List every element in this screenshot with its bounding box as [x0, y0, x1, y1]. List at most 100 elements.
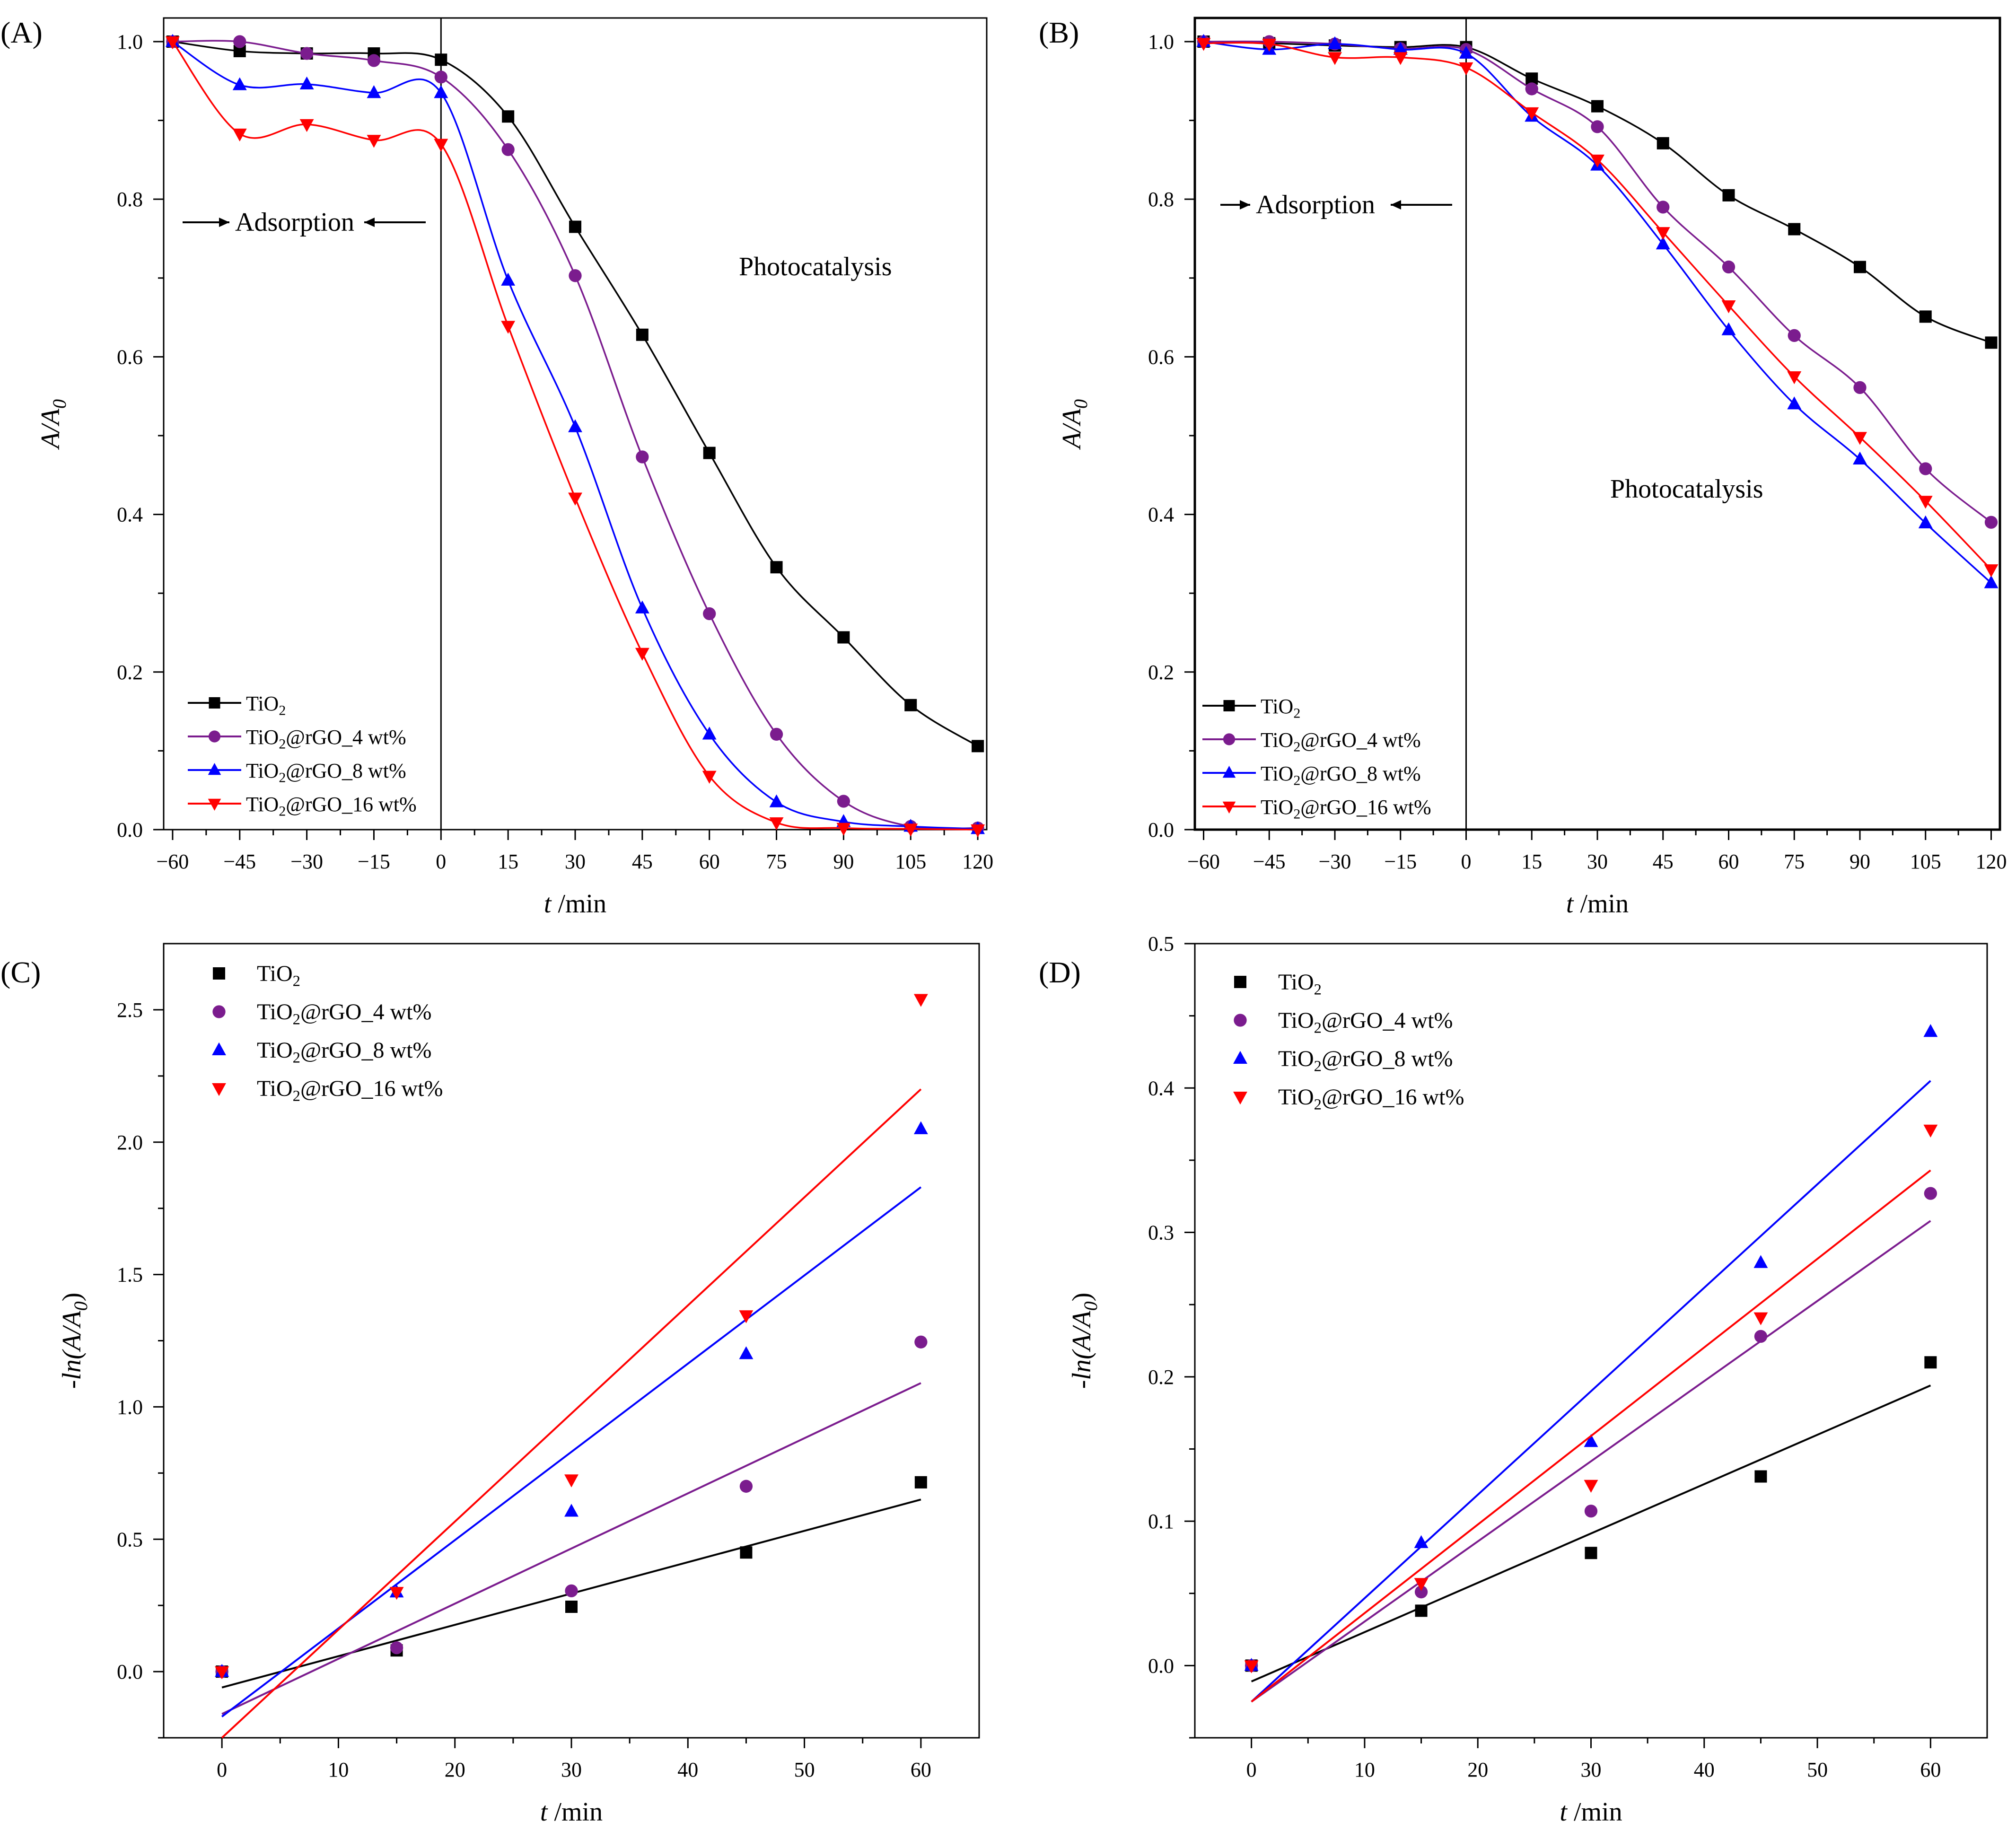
y-tick-label: 0.2 — [1148, 1366, 1174, 1389]
data-point — [1262, 38, 1277, 52]
plot-frame — [1193, 17, 2001, 831]
series-8wt — [1244, 1024, 1938, 1703]
data-point — [770, 561, 783, 574]
x-tick-label: 0 — [1246, 1758, 1257, 1781]
data-point — [569, 220, 581, 233]
data-point — [1591, 100, 1604, 113]
adsorption-arrowhead-left — [1240, 200, 1250, 210]
x-tick-label: 0 — [217, 1758, 227, 1781]
legend-marker — [1234, 976, 1246, 988]
y-tick-label: 0.0 — [117, 818, 143, 841]
data-point — [739, 1346, 754, 1359]
legend-marker — [1222, 801, 1236, 814]
data-point — [232, 77, 247, 90]
x-tick-label: 60 — [699, 850, 720, 873]
series-line — [172, 41, 979, 747]
legend-label: TiO2 — [246, 692, 286, 718]
series-line — [1203, 42, 1992, 570]
data-point — [501, 143, 515, 156]
data-point — [836, 823, 851, 836]
adsorption-arrowhead-right — [1391, 200, 1401, 210]
legend-item: TiO2 — [213, 961, 300, 990]
legend-label: TiO2@rGO_16 wt% — [1278, 1085, 1464, 1113]
legend-label: TiO2 — [1278, 970, 1322, 998]
y-tick-label: 0.5 — [1148, 932, 1174, 955]
data-point — [636, 328, 649, 341]
fit-line — [1251, 1080, 1931, 1703]
data-point — [1525, 107, 1539, 121]
data-point — [1754, 1330, 1768, 1343]
x-tick-label: 105 — [895, 850, 926, 873]
y-axis-label: -ln(A/A0) — [57, 1293, 91, 1389]
legend-label: TiO2@rGO_8 wt% — [246, 759, 406, 786]
data-point — [564, 1504, 579, 1517]
fit-line — [221, 1382, 921, 1715]
fit-line — [221, 1186, 922, 1717]
x-axis-label: t /min — [1560, 1797, 1622, 1827]
data-point — [389, 1587, 404, 1600]
data-point — [914, 1335, 928, 1349]
data-point — [1753, 1312, 1768, 1325]
legend: TiO2 TiO2@rGO_4 wt% TiO2@rGO_8 wt% TiO2@rGO… — [1233, 970, 1464, 1113]
data-point — [1591, 120, 1604, 133]
y-tick-label: 0.5 — [117, 1528, 143, 1551]
series-line — [172, 41, 978, 830]
data-point — [702, 727, 717, 740]
data-point — [913, 994, 928, 1007]
legend-label: TiO2@rGO_8 wt% — [1278, 1046, 1453, 1075]
data-point — [565, 1584, 578, 1598]
data-point — [1244, 1660, 1259, 1673]
data-point — [1722, 189, 1735, 201]
data-point — [1923, 1024, 1938, 1037]
x-tick-label: 75 — [766, 850, 787, 873]
legend-item: TiO2@rGO_8 wt% — [188, 759, 406, 786]
legend-label: TiO2@rGO_16 wt% — [257, 1076, 443, 1105]
legend-marker — [208, 730, 221, 743]
legend-item: TiO2@rGO_16 wt% — [212, 1076, 443, 1105]
data-point — [1787, 396, 1802, 410]
x-tick-label: 20 — [1467, 1758, 1488, 1781]
series-line — [172, 40, 978, 830]
data-point — [1414, 1578, 1429, 1591]
data-point — [1722, 260, 1736, 274]
data-point — [636, 450, 649, 464]
data-point — [568, 419, 582, 432]
x-tick-label: −45 — [223, 850, 256, 873]
data-point — [1459, 45, 1473, 59]
data-point — [390, 1641, 403, 1655]
legend-marker — [208, 798, 221, 811]
data-point — [971, 824, 985, 838]
data-point — [1584, 1480, 1598, 1493]
series-16wt — [1196, 38, 1998, 578]
data-point — [1919, 310, 1932, 323]
legend-marker — [1233, 1091, 1247, 1105]
data-point — [299, 119, 314, 132]
legend-label: TiO2@rGO_4 wt% — [1261, 728, 1421, 755]
legend-label: TiO2@rGO_16 wt% — [246, 793, 417, 819]
data-point — [635, 648, 649, 661]
data-point — [903, 823, 918, 837]
data-point — [913, 1121, 928, 1134]
x-tick-label: 45 — [632, 850, 653, 873]
data-point — [1584, 1505, 1598, 1518]
panel-d: (D) 0 10 20 30 40 50 60 0.0 0.1 0.2 0.3 0.4 0.5 t /min… — [1039, 932, 1988, 1827]
legend-item: TiO2 — [1234, 970, 1322, 998]
data-point — [769, 794, 784, 807]
data-point — [740, 1546, 753, 1559]
data-point — [1924, 1187, 1937, 1200]
legend-item: TiO2@rGO_4 wt% — [1234, 1008, 1453, 1037]
x-tick-label: −30 — [1319, 850, 1351, 873]
data-point — [1854, 261, 1866, 273]
fit-line — [221, 1088, 922, 1739]
x-tick-label: −30 — [290, 850, 323, 873]
data-point — [1196, 38, 1211, 51]
legend-marker — [212, 1005, 226, 1018]
y-tick-label: 0.0 — [1148, 818, 1174, 841]
data-point — [1657, 137, 1669, 149]
legend-marker — [209, 697, 220, 709]
legend-item: TiO2 — [188, 692, 286, 718]
panel-label: (A) — [0, 16, 43, 49]
x-tick-label: 20 — [445, 1758, 465, 1781]
legend: TiO2 TiO2@rGO_4 wt% TiO2@rGO_8 wt% TiO2@rGO… — [188, 692, 417, 819]
